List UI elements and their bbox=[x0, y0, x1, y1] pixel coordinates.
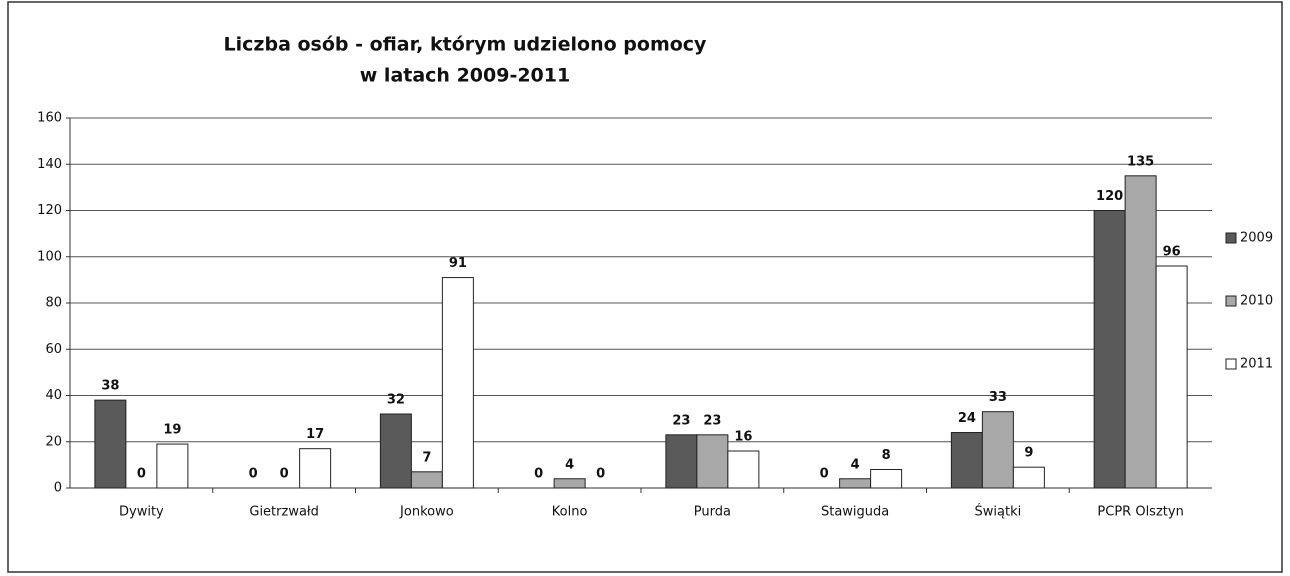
y-tick-label: 160 bbox=[37, 111, 62, 126]
data-label: 23 bbox=[672, 413, 690, 428]
bar bbox=[950, 432, 983, 489]
y-tick-label: 120 bbox=[37, 203, 62, 218]
bar bbox=[1155, 265, 1188, 489]
x-tick-label: Gietrzwałd bbox=[249, 505, 319, 520]
bar bbox=[410, 471, 443, 489]
x-tick-label: Świątki bbox=[975, 504, 1022, 520]
data-label: 19 bbox=[163, 423, 181, 438]
bar bbox=[1012, 466, 1045, 489]
y-tick-label: 80 bbox=[45, 296, 62, 311]
y-tick-label: 40 bbox=[45, 388, 62, 403]
y-tick-label: 0 bbox=[54, 481, 62, 496]
data-label: 17 bbox=[306, 427, 324, 442]
data-label: 91 bbox=[449, 256, 467, 271]
data-label: 9 bbox=[1024, 446, 1033, 461]
legend-label: 2011 bbox=[1240, 357, 1273, 372]
x-tick-label: Purda bbox=[694, 505, 731, 520]
x-tick-label: Jonkowo bbox=[399, 505, 454, 520]
x-tick-label: PCPR Olsztyn bbox=[1097, 505, 1183, 520]
bar bbox=[553, 478, 586, 489]
bar bbox=[441, 277, 474, 489]
bar bbox=[870, 469, 903, 489]
data-label: 7 bbox=[422, 450, 431, 465]
data-label: 4 bbox=[851, 457, 860, 472]
bar bbox=[727, 450, 760, 489]
bar bbox=[1124, 175, 1157, 489]
data-label: 96 bbox=[1163, 245, 1181, 260]
x-tick-label: Kolno bbox=[552, 505, 588, 520]
data-label: 0 bbox=[280, 467, 289, 482]
y-tick-label: 60 bbox=[45, 342, 62, 357]
chart-title: Liczba osób - ofiar, którym udzielono po… bbox=[224, 34, 708, 56]
x-tick-label: Dywity bbox=[119, 505, 164, 520]
bar bbox=[1093, 210, 1126, 489]
data-label: 0 bbox=[820, 467, 829, 482]
chart-subtitle: w latach 2009-2011 bbox=[360, 65, 570, 87]
data-label: 4 bbox=[565, 457, 574, 472]
data-label: 23 bbox=[703, 413, 721, 428]
data-label: 16 bbox=[734, 430, 752, 445]
bar bbox=[981, 411, 1014, 489]
bar bbox=[665, 434, 698, 489]
data-label: 33 bbox=[989, 390, 1007, 405]
x-tick-label: Stawiguda bbox=[821, 505, 889, 520]
bar bbox=[839, 478, 872, 489]
legend-swatch bbox=[1225, 295, 1237, 307]
y-tick-label: 140 bbox=[37, 157, 62, 172]
bar bbox=[379, 413, 412, 489]
bar bbox=[156, 443, 189, 489]
legend-swatch bbox=[1225, 232, 1237, 244]
y-tick-label: 20 bbox=[45, 434, 62, 449]
bar bbox=[94, 399, 127, 489]
legend-label: 2009 bbox=[1240, 231, 1273, 246]
legend-label: 2010 bbox=[1240, 294, 1273, 309]
data-label: 24 bbox=[958, 411, 976, 426]
y-tick-label: 100 bbox=[37, 249, 62, 264]
bar bbox=[696, 434, 729, 489]
chart-frame bbox=[7, 1, 1283, 573]
data-label: 0 bbox=[596, 467, 605, 482]
legend-swatch bbox=[1225, 358, 1237, 370]
data-label: 0 bbox=[249, 467, 258, 482]
data-label: 135 bbox=[1127, 154, 1154, 169]
data-label: 32 bbox=[387, 393, 405, 408]
data-label: 0 bbox=[534, 467, 543, 482]
data-label: 8 bbox=[882, 448, 891, 463]
data-label: 38 bbox=[101, 379, 119, 394]
data-label: 0 bbox=[137, 467, 146, 482]
bar bbox=[299, 448, 332, 489]
data-label: 120 bbox=[1096, 189, 1123, 204]
